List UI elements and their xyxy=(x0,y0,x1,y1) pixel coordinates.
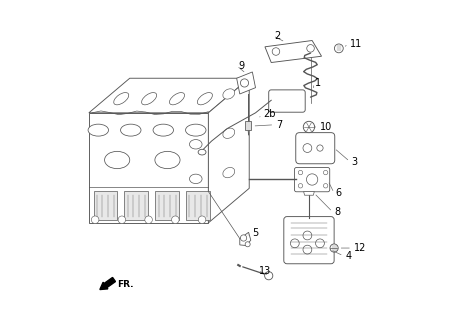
Bar xyxy=(125,191,148,220)
Polygon shape xyxy=(237,72,255,94)
FancyArrow shape xyxy=(100,277,115,290)
Circle shape xyxy=(303,245,312,254)
Circle shape xyxy=(324,170,328,175)
Circle shape xyxy=(306,174,318,185)
Ellipse shape xyxy=(223,89,235,99)
Text: 12: 12 xyxy=(354,243,366,253)
Ellipse shape xyxy=(114,92,129,105)
Ellipse shape xyxy=(190,140,202,149)
Text: 2b: 2b xyxy=(263,109,276,119)
Ellipse shape xyxy=(198,92,212,105)
Circle shape xyxy=(92,216,99,223)
Polygon shape xyxy=(208,78,249,223)
Ellipse shape xyxy=(88,124,108,136)
Polygon shape xyxy=(304,191,314,195)
Polygon shape xyxy=(265,41,322,62)
Polygon shape xyxy=(240,232,251,245)
Text: 8: 8 xyxy=(334,207,340,217)
Circle shape xyxy=(330,244,338,252)
Ellipse shape xyxy=(153,124,174,136)
FancyBboxPatch shape xyxy=(295,168,330,192)
Circle shape xyxy=(145,216,152,223)
Ellipse shape xyxy=(170,92,184,105)
Bar xyxy=(156,191,179,220)
Circle shape xyxy=(298,170,303,175)
Text: 13: 13 xyxy=(259,266,271,276)
Bar xyxy=(245,121,251,130)
Text: 11: 11 xyxy=(350,39,362,49)
Ellipse shape xyxy=(142,92,156,105)
Circle shape xyxy=(272,48,280,55)
FancyBboxPatch shape xyxy=(296,133,335,164)
Bar xyxy=(93,191,117,220)
Polygon shape xyxy=(89,113,208,223)
Text: 3: 3 xyxy=(351,156,358,167)
Circle shape xyxy=(303,231,312,240)
Text: FR.: FR. xyxy=(117,280,134,289)
Ellipse shape xyxy=(198,149,206,155)
Circle shape xyxy=(118,216,126,223)
FancyBboxPatch shape xyxy=(269,90,305,112)
Ellipse shape xyxy=(120,124,141,136)
Ellipse shape xyxy=(105,151,130,169)
Ellipse shape xyxy=(185,124,206,136)
Circle shape xyxy=(241,79,248,87)
Text: 5: 5 xyxy=(252,228,258,238)
Circle shape xyxy=(324,184,328,188)
Text: 9: 9 xyxy=(238,61,244,71)
Circle shape xyxy=(316,239,325,248)
Circle shape xyxy=(245,242,250,247)
Text: 6: 6 xyxy=(336,188,342,198)
Bar xyxy=(186,191,210,220)
FancyBboxPatch shape xyxy=(284,217,334,264)
Circle shape xyxy=(198,216,206,223)
Text: 10: 10 xyxy=(320,122,332,132)
Text: 2: 2 xyxy=(275,31,281,41)
Circle shape xyxy=(303,144,312,152)
Circle shape xyxy=(317,145,323,151)
Circle shape xyxy=(290,239,299,248)
Text: 1: 1 xyxy=(315,78,321,88)
Circle shape xyxy=(307,44,314,52)
Circle shape xyxy=(303,121,315,133)
Ellipse shape xyxy=(223,128,235,139)
Ellipse shape xyxy=(190,174,202,184)
Text: 7: 7 xyxy=(276,120,282,130)
Circle shape xyxy=(265,272,273,280)
Circle shape xyxy=(334,44,343,53)
Circle shape xyxy=(298,184,303,188)
Circle shape xyxy=(171,216,179,223)
Ellipse shape xyxy=(223,167,235,178)
Polygon shape xyxy=(89,78,249,113)
Circle shape xyxy=(241,235,247,241)
Ellipse shape xyxy=(155,151,180,169)
Text: 4: 4 xyxy=(345,251,351,261)
